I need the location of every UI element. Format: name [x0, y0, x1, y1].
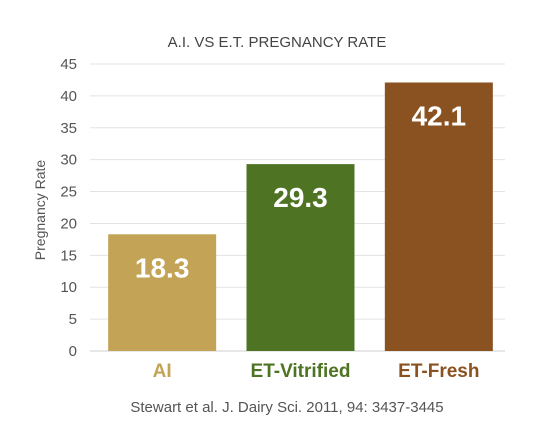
category-label: ET-Fresh: [398, 361, 479, 382]
y-axis-ticks: 0 5 10 15 20 25 30 35 40 45: [60, 56, 77, 360]
category-label: AI: [153, 361, 172, 382]
category-label: ET-Vitrified: [251, 361, 351, 382]
y-tick-label: 45: [60, 56, 77, 73]
bar-value-label: 29.3: [273, 182, 328, 213]
y-tick-label: 0: [69, 343, 77, 360]
bars: [108, 82, 493, 352]
y-tick-label: 20: [60, 215, 77, 232]
bar: [246, 164, 355, 351]
bar-value-label: 42.1: [412, 100, 467, 131]
y-tick-label: 40: [60, 88, 77, 105]
y-tick-label: 35: [60, 120, 77, 137]
category-labels: AI ET-Vitrified ET-Fresh: [153, 361, 480, 382]
chart-title: A.I. VS E.T. PREGNANCY RATE: [168, 34, 387, 51]
bar: [384, 82, 493, 352]
y-tick-label: 25: [60, 184, 77, 201]
bar-value-label: 18.3: [135, 252, 190, 283]
source-citation: Stewart et al. J. Dairy Sci. 2011, 94: 3…: [130, 399, 443, 416]
y-tick-label: 15: [60, 247, 77, 264]
y-axis-label: Pregnancy Rate: [32, 160, 48, 261]
bar: [108, 234, 217, 351]
bar-value-labels: 18.3 29.3 42.1: [135, 100, 466, 283]
y-tick-label: 5: [69, 311, 77, 328]
y-tick-label: 10: [60, 279, 77, 296]
y-tick-label: 30: [60, 152, 77, 169]
